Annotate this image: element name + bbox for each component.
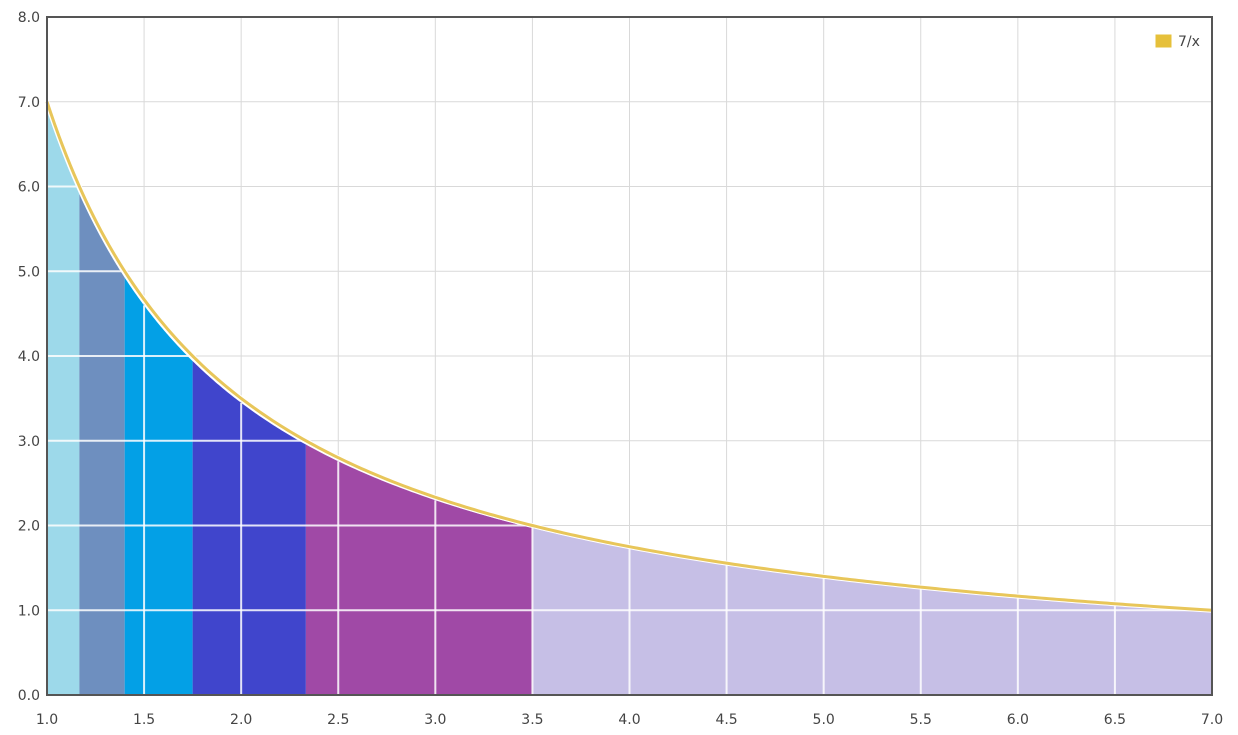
area-bands [47,110,1212,695]
legend-label: 7/x [1178,34,1200,50]
y-axis: 0.0 1.0 2.0 3.0 4.0 5.0 6.0 7.0 8.0 [18,10,40,704]
y-tick-label: 7.0 [18,95,40,111]
x-tick-label: 4.0 [618,712,640,728]
x-tick-label: 4.5 [715,712,737,728]
area-grid-overlay [47,185,1212,695]
y-tick-label: 6.0 [18,180,40,196]
x-tick-label: 5.0 [813,712,835,728]
x-tick-label: 3.0 [424,712,446,728]
x-tick-label: 7.0 [1201,712,1223,728]
y-tick-label: 3.0 [18,434,40,450]
x-tick-label: 1.5 [133,712,155,728]
y-tick-label: 4.0 [18,349,40,365]
x-tick-label: 2.5 [327,712,349,728]
y-tick-label: 1.0 [18,603,40,619]
x-tick-label: 3.5 [521,712,543,728]
y-tick-label: 5.0 [18,264,40,280]
x-tick-label: 6.5 [1104,712,1126,728]
area-band [79,194,125,695]
x-tick-label: 6.0 [1007,712,1029,728]
x-tick-label: 5.5 [910,712,932,728]
y-tick-label: 8.0 [18,10,40,26]
series-line-7-over-x [45,101,1213,612]
curve-layer [44,100,1213,613]
x-axis: 1.0 1.5 2.0 2.5 3.0 3.5 4.0 4.5 5.0 5.5 6.0 6.5 7.0 [36,712,1223,728]
y-tick-label: 0.0 [18,688,40,704]
legend-swatch [1154,33,1173,49]
x-tick-label: 2.0 [230,712,252,728]
area-band [532,528,1212,695]
area-band [192,361,306,695]
x-tick-label: 1.0 [36,712,58,728]
legend: 7/x [1154,33,1200,50]
plot-border [46,16,1213,696]
area-band [305,444,533,695]
area-band [47,110,80,695]
area-band [124,277,193,695]
y-tick-label: 2.0 [18,519,40,535]
